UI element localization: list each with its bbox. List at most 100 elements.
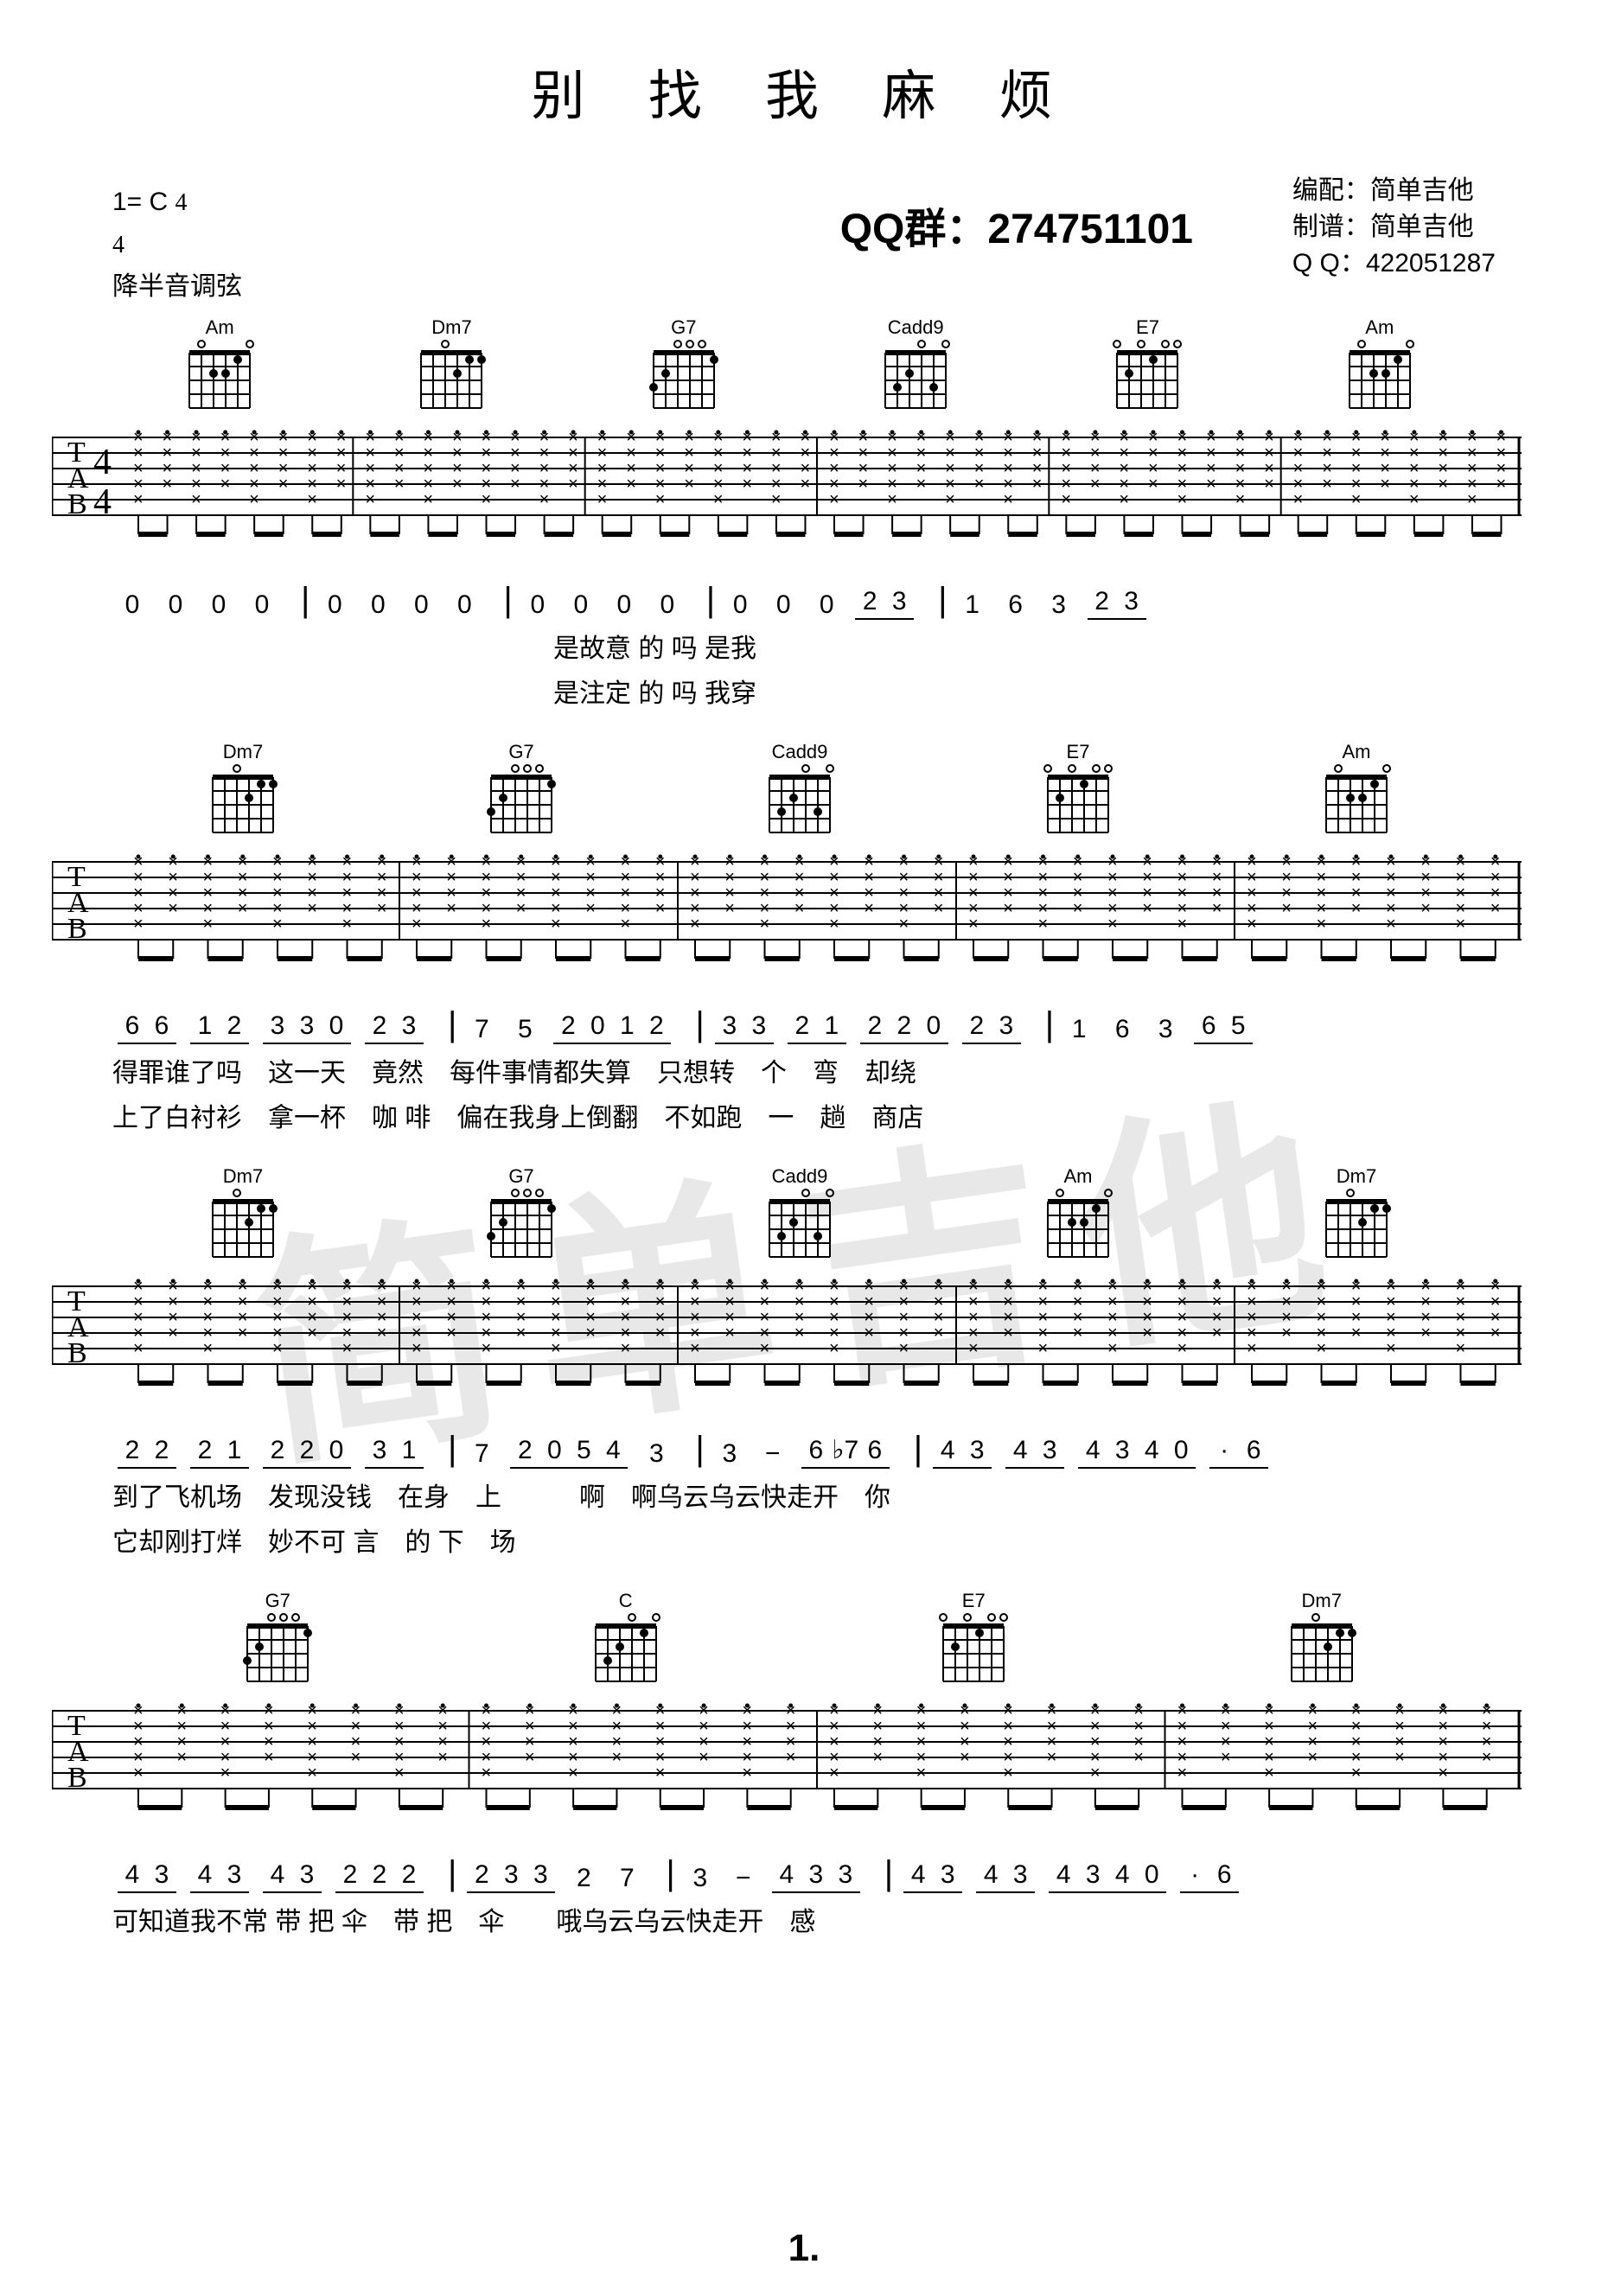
lyric-syllable	[348, 672, 377, 710]
jianpu-note: 2	[220, 1011, 249, 1044]
jianpu-note: 1	[190, 1011, 220, 1044]
lyric-syllable: 上了白衬衫 拿一	[112, 1096, 320, 1134]
svg-text:×: ×	[1003, 490, 1013, 509]
svg-text:×: ×	[960, 1748, 970, 1767]
lyric-row: 是注 定 的 吗 我穿	[112, 672, 1556, 710]
svg-text:×: ×	[551, 1339, 561, 1358]
svg-text:×: ×	[794, 899, 805, 918]
svg-text:×: ×	[1148, 475, 1158, 494]
svg-text:×: ×	[539, 490, 550, 509]
chord-name: G7	[671, 316, 696, 339]
jianpu-note: 4	[598, 1436, 628, 1469]
lyric-syllable: 乌云乌云快走开 你	[657, 1476, 890, 1514]
svg-text:×: ×	[163, 475, 173, 494]
svg-text:×: ×	[684, 475, 694, 494]
jianpu-bar: 3−433	[680, 1860, 879, 1893]
svg-text:×: ×	[1212, 1323, 1222, 1343]
jianpu-note: 0	[523, 590, 552, 620]
svg-text:×: ×	[423, 490, 433, 509]
jianpu-bar: 720543	[462, 1436, 690, 1469]
jianpu-note: 2	[292, 1436, 322, 1469]
lyric-syllable	[465, 627, 495, 665]
svg-text:×: ×	[621, 1339, 631, 1358]
tab-staff: T A B×××××××××××××××××××××××××××××××××××…	[52, 853, 1522, 983]
jianpu-note: 7	[467, 1015, 496, 1044]
lyric-syllable: 哦	[504, 1900, 582, 1938]
svg-text:×: ×	[1467, 490, 1477, 509]
jianpu-note: 1	[958, 590, 987, 620]
chord-name: Dm7	[431, 316, 471, 339]
lyric-syllable: 啊 啊	[501, 1476, 657, 1514]
svg-text:×: ×	[1380, 475, 1390, 494]
svg-text:×: ×	[278, 475, 289, 494]
svg-text:×: ×	[655, 490, 666, 509]
svg-text:×: ×	[742, 1763, 752, 1783]
svg-text:×: ×	[133, 490, 144, 509]
lyric-row: 可知道我不常 带 把 伞 带 把 伞 哦 乌云乌云快走开 感	[112, 1900, 1556, 1938]
jianpu-note: 2	[365, 1860, 394, 1893]
svg-text:×: ×	[437, 1748, 448, 1767]
lyric-syllable	[230, 672, 259, 710]
jianpu-row: 661233023|752012|332122023|16365	[112, 1005, 1556, 1044]
jianpu-note: 0	[450, 590, 479, 620]
chord-cell: E7	[800, 1590, 1148, 1702]
svg-text:×: ×	[945, 490, 955, 509]
chord-diagram	[587, 1612, 665, 1690]
svg-text:B: B	[67, 1762, 87, 1794]
jianpu-note: 2	[788, 1011, 817, 1044]
chord-cell: Am	[939, 1165, 1217, 1278]
svg-text:×: ×	[585, 899, 596, 918]
chord-row: G7 C E7 Dm7	[104, 1590, 1556, 1702]
svg-text:×: ×	[1073, 899, 1083, 918]
jianpu-note: 0	[161, 590, 190, 620]
jianpu-note: 2	[190, 1436, 220, 1469]
svg-text:×: ×	[551, 915, 561, 934]
lyric-syllable: 可知道我不常 带 把 伞	[112, 1900, 367, 1938]
svg-text:×: ×	[829, 490, 839, 509]
lyric-syllable	[546, 1521, 575, 1559]
jianpu-note: 0	[322, 1436, 351, 1469]
jianpu-note: 3	[1078, 1860, 1107, 1893]
jianpu-note: 0	[322, 1011, 351, 1044]
svg-text:×: ×	[1420, 899, 1431, 918]
svg-text:×: ×	[872, 1748, 883, 1767]
jianpu-note: 3	[933, 1860, 962, 1893]
svg-text:×: ×	[191, 490, 201, 509]
svg-text:×: ×	[858, 475, 869, 494]
lyric-syllable	[436, 627, 465, 665]
svg-text:×: ×	[864, 1323, 874, 1343]
arrange-label: 编配：	[1292, 176, 1370, 205]
svg-text:B: B	[67, 1337, 87, 1369]
jianpu-note: 0	[363, 590, 392, 620]
jianpu-note: 5	[569, 1436, 598, 1469]
svg-text:×: ×	[307, 1763, 317, 1783]
svg-text:×: ×	[699, 1748, 709, 1767]
svg-text:×: ×	[568, 475, 578, 494]
jianpu-note: 3	[1107, 1436, 1137, 1469]
jianpu-note: 6	[801, 1436, 831, 1469]
svg-text:4: 4	[93, 482, 112, 522]
lyric-syllable	[406, 627, 436, 665]
jianpu-bar: 43434340·6	[928, 1436, 1287, 1469]
barline: |	[296, 581, 315, 620]
chord-name: G7	[508, 1165, 533, 1188]
svg-text:×: ×	[597, 490, 608, 509]
svg-text:×: ×	[1003, 1763, 1013, 1783]
chord-name: Cadd9	[772, 1165, 828, 1188]
svg-text:×: ×	[133, 1763, 144, 1783]
svg-text:×: ×	[1351, 899, 1362, 918]
jianpu-note: 0	[583, 1011, 612, 1044]
jianpu-note: 4	[1107, 1860, 1137, 1893]
lyric-row: 是故 意 的 吗 是我	[112, 627, 1556, 665]
jianpu-note: −	[758, 1439, 788, 1469]
svg-text:×: ×	[690, 915, 700, 934]
svg-text:×: ×	[482, 915, 492, 934]
jianpu-note: 3	[496, 1860, 526, 1893]
jianpu-note: 0	[247, 590, 277, 620]
jianpu-note: 2	[890, 1011, 919, 1044]
jianpu-note: 3	[801, 1860, 831, 1893]
chord-name: E7	[1136, 316, 1159, 339]
barline: |	[879, 1854, 898, 1893]
svg-text:×: ×	[1317, 915, 1327, 934]
chord-cell: Dm7	[104, 741, 382, 853]
